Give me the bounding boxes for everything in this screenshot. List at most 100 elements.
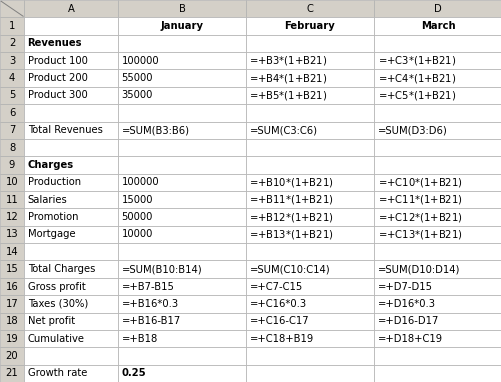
Bar [373,226,501,243]
Bar [373,278,501,295]
Bar [373,139,501,156]
Text: February: February [284,21,335,31]
Text: Product 300: Product 300 [28,91,87,100]
Bar [0,0,24,17]
Bar [245,104,373,121]
Bar [118,261,245,278]
Bar [118,208,245,226]
Bar [118,312,245,330]
Bar [0,104,24,121]
Bar [24,87,118,104]
Text: Total Revenues: Total Revenues [28,125,102,135]
Text: 5: 5 [9,91,15,100]
Text: =+B3*(1+$B$21): =+B3*(1+$B$21) [249,54,327,67]
Text: 7: 7 [9,125,15,135]
Bar [0,278,24,295]
Bar [24,174,118,191]
Bar [373,35,501,52]
Bar [0,70,24,87]
Text: =+B16-B17: =+B16-B17 [121,316,180,326]
Bar [0,174,24,191]
Bar [0,87,24,104]
Text: =SUM(D10:D14): =SUM(D10:D14) [377,264,459,274]
Text: 12: 12 [6,212,19,222]
Bar [373,243,501,261]
Text: 21: 21 [6,368,19,378]
Bar [373,87,501,104]
Text: =+B10*(1+$B$21): =+B10*(1+$B$21) [249,176,334,189]
Text: 16: 16 [6,282,19,291]
Bar [118,295,245,312]
Text: January: January [160,21,203,31]
Bar [373,347,501,365]
Bar [245,226,373,243]
Text: =+D18+C19: =+D18+C19 [377,333,442,343]
Bar [245,52,373,70]
Bar [24,35,118,52]
Bar [245,174,373,191]
Text: 8: 8 [9,142,15,152]
Bar [118,0,245,17]
Bar [24,365,118,382]
Bar [118,243,245,261]
Bar [245,330,373,347]
Text: 1: 1 [9,21,15,31]
Text: 100000: 100000 [121,177,159,187]
Bar [118,347,245,365]
Bar [373,330,501,347]
Bar [0,191,24,208]
Text: 3: 3 [9,56,15,66]
Bar [245,347,373,365]
Text: A: A [68,4,74,14]
Text: =SUM(C10:C14): =SUM(C10:C14) [249,264,330,274]
Text: Cumulative: Cumulative [28,333,85,343]
Text: 18: 18 [6,316,19,326]
Bar [24,70,118,87]
Bar [373,174,501,191]
Bar [245,278,373,295]
Bar [24,261,118,278]
Bar [245,121,373,139]
Text: Growth rate: Growth rate [28,368,87,378]
Bar [0,330,24,347]
Bar [245,0,373,17]
Text: 10: 10 [6,177,19,187]
Bar [373,191,501,208]
Text: Mortgage: Mortgage [28,230,75,240]
Text: =SUM(C3:C6): =SUM(C3:C6) [249,125,317,135]
Bar [118,17,245,35]
Bar [245,156,373,174]
Bar [245,365,373,382]
Text: 50000: 50000 [121,212,153,222]
Bar [373,295,501,312]
Bar [0,312,24,330]
Text: =+B11*(1+$B$21): =+B11*(1+$B$21) [249,193,334,206]
Text: =SUM(D3:D6): =SUM(D3:D6) [377,125,446,135]
Text: 0.25: 0.25 [121,368,146,378]
Text: =+B4*(1+$B$21): =+B4*(1+$B$21) [249,72,327,85]
Bar [24,139,118,156]
Text: =+B13*(1+$B$21): =+B13*(1+$B$21) [249,228,334,241]
Text: 17: 17 [6,299,19,309]
Text: =+B7-B15: =+B7-B15 [121,282,174,291]
Bar [373,365,501,382]
Bar [245,295,373,312]
Bar [0,243,24,261]
Text: 55000: 55000 [121,73,153,83]
Bar [0,156,24,174]
Text: =+D7-D15: =+D7-D15 [377,282,432,291]
Bar [373,104,501,121]
Bar [373,17,501,35]
Bar [373,70,501,87]
Text: 15: 15 [6,264,19,274]
Text: Product 200: Product 200 [28,73,87,83]
Text: March: March [420,21,454,31]
Bar [24,191,118,208]
Bar [245,35,373,52]
Bar [0,365,24,382]
Text: Promotion: Promotion [28,212,78,222]
Text: 6: 6 [9,108,15,118]
Text: B: B [178,4,185,14]
Bar [245,191,373,208]
Text: 14: 14 [6,247,19,257]
